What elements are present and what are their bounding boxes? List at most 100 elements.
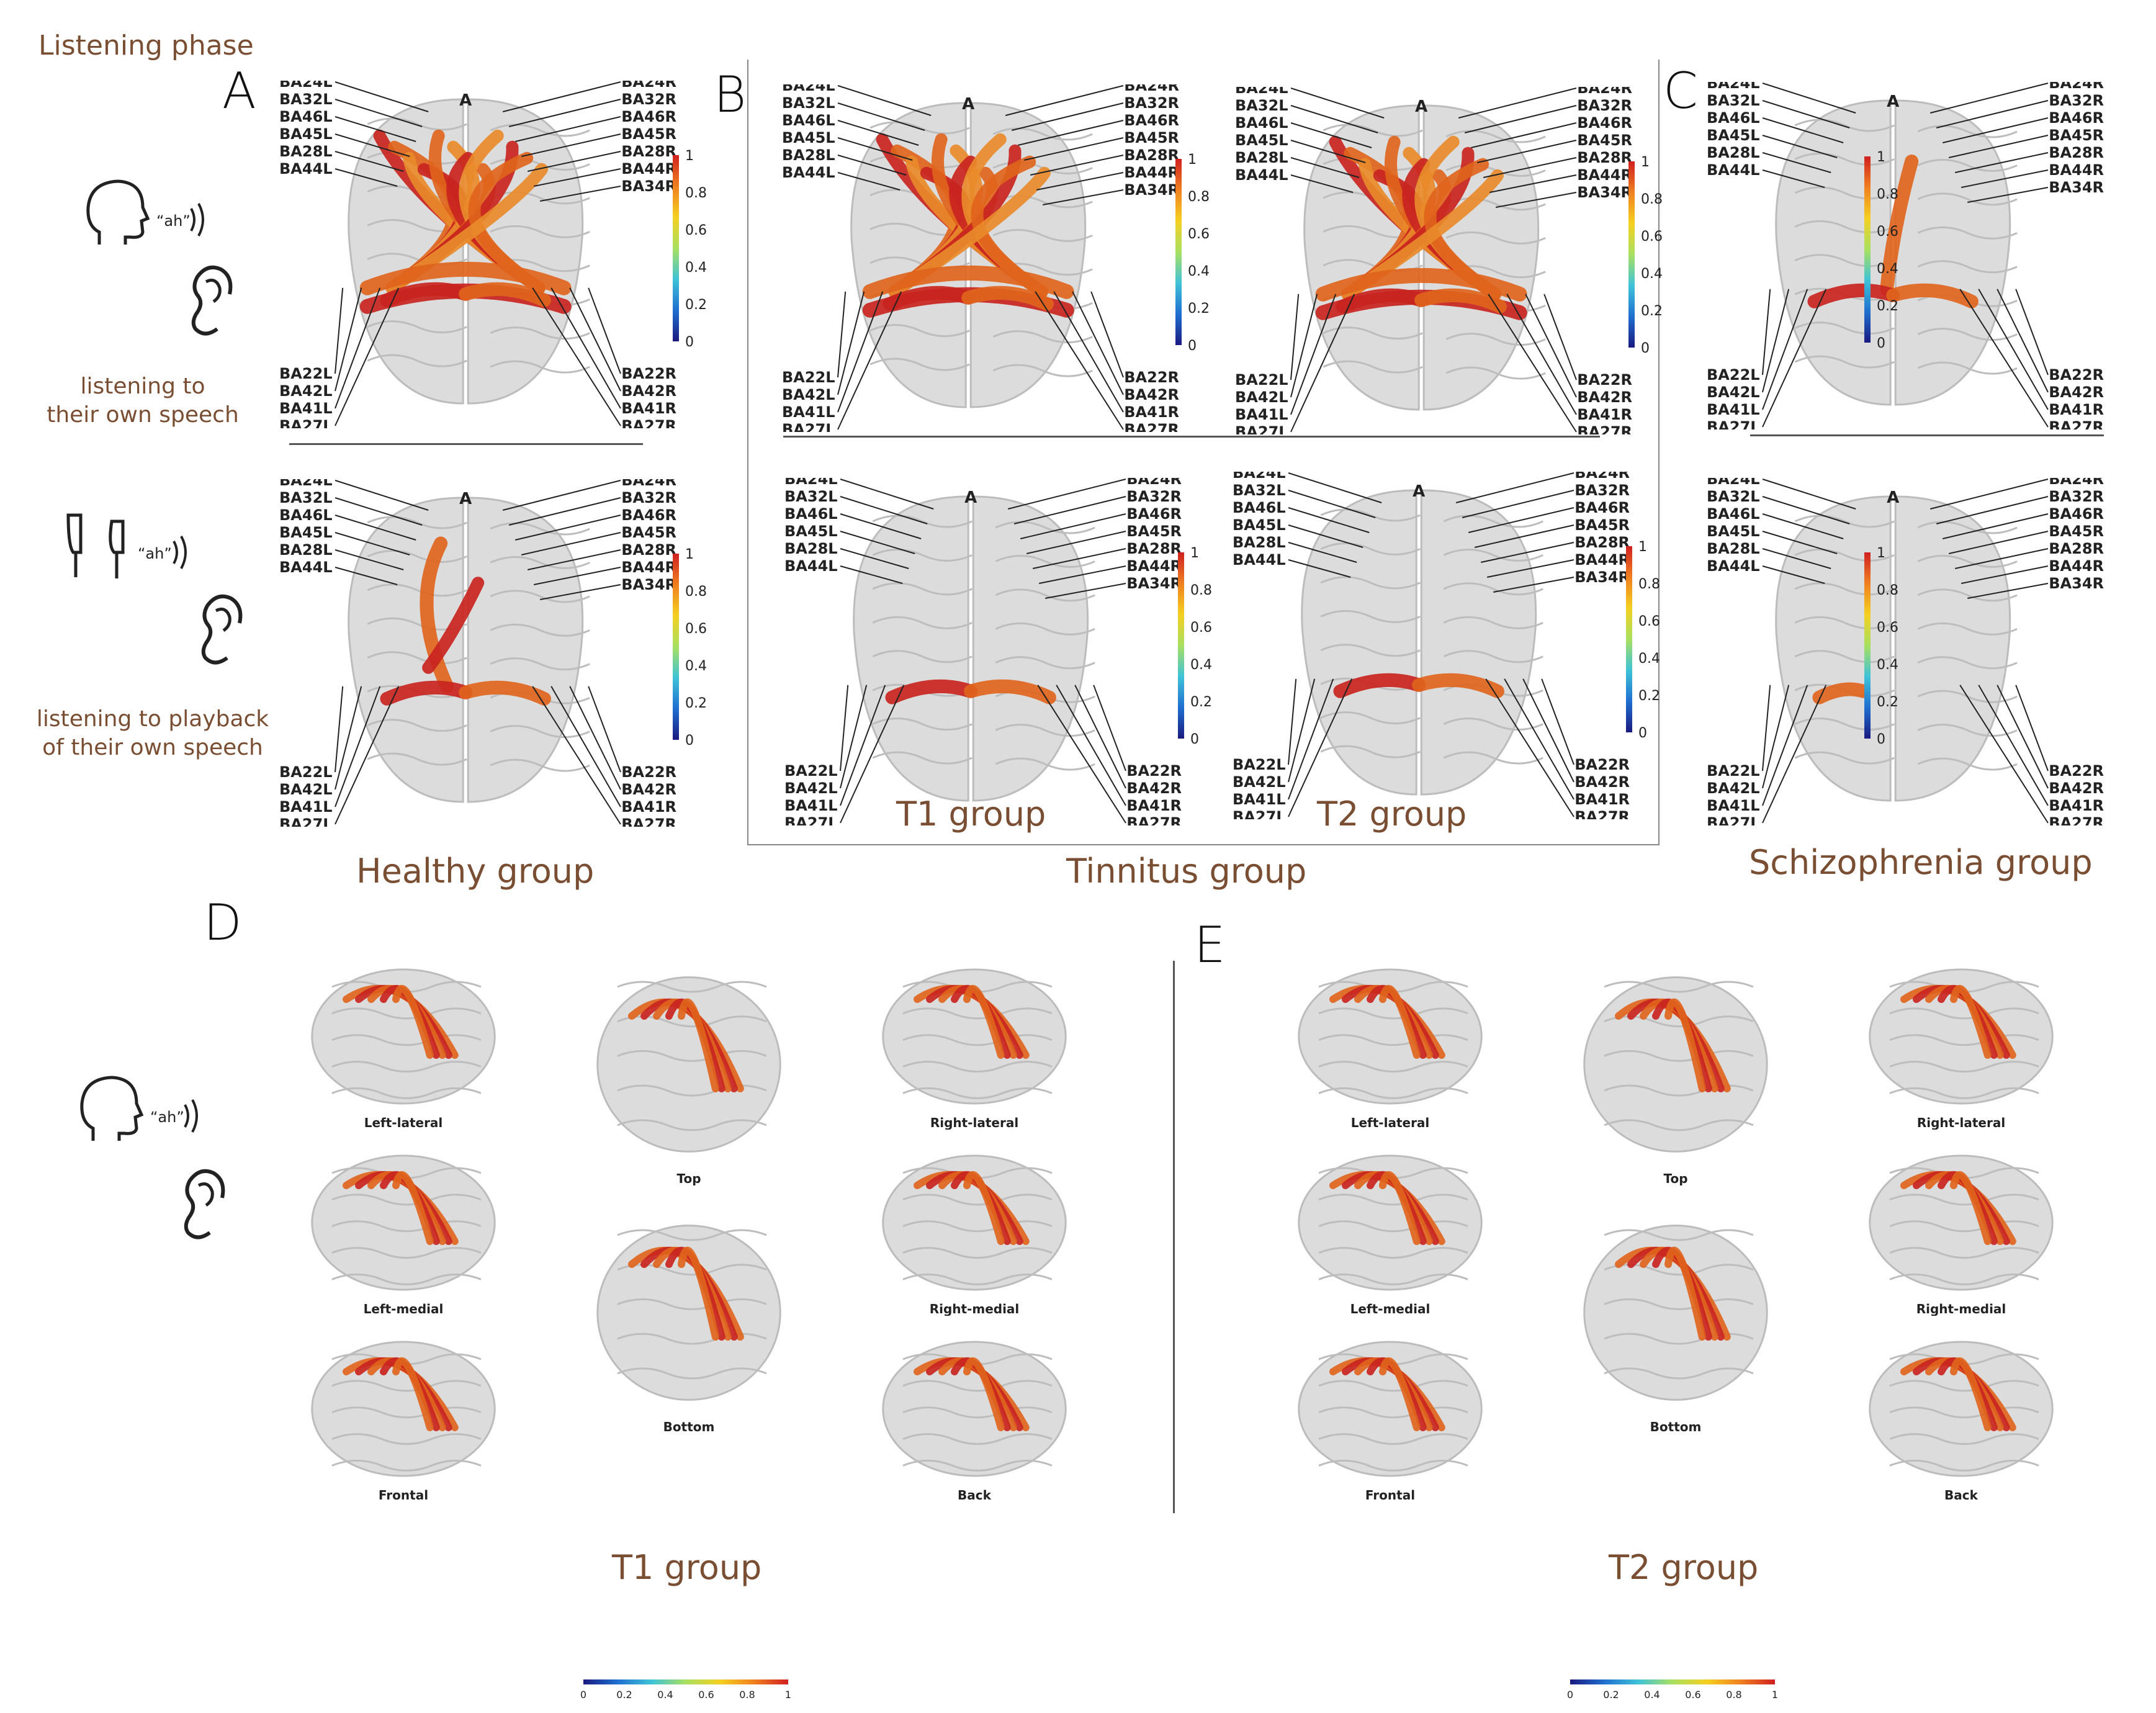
caption-playback: listening to playback of their own speec… — [35, 705, 271, 762]
region-label: BA46L — [784, 505, 838, 523]
colorbar-tick: 0.4 — [1190, 657, 1212, 673]
region-label: BA45R — [2049, 127, 2104, 144]
speaking-head-icon-d: “ah” — [80, 1076, 198, 1141]
region-label: BA28R — [2049, 144, 2104, 161]
region-label: BA32R — [1124, 94, 1179, 112]
region-label: BA41R — [2049, 401, 2104, 418]
region-label: BA22R — [1574, 756, 1630, 773]
region-label: BA22R — [621, 763, 676, 781]
region-label: BA46L — [782, 112, 835, 129]
region-label: BA27R — [1577, 423, 1632, 434]
connection-tube — [963, 1171, 1005, 1245]
colorbar-tick: 0.2 — [1190, 695, 1212, 710]
region-label: BA45R — [2049, 523, 2104, 540]
connection-tube — [1412, 673, 1504, 698]
region-label: BA45R — [1124, 129, 1179, 146]
caption-own-speech: listening to their own speech — [37, 372, 248, 429]
region-label: BA34R — [1574, 569, 1630, 586]
region-label: BA24L — [1235, 87, 1288, 97]
anterior-label: A — [459, 91, 472, 110]
region-label: BA46L — [1707, 109, 1760, 127]
ear-icon — [191, 266, 233, 336]
region-label: BA24R — [1124, 84, 1179, 94]
anterior-label: A — [1413, 482, 1425, 501]
colorbar-tick: 0 — [685, 733, 694, 749]
connection-tube — [1950, 1171, 1992, 1245]
region-label: BA24L — [1707, 478, 1760, 488]
brain-view: Right-lateral — [882, 968, 1067, 1130]
view-name: Frontal — [379, 1488, 428, 1502]
colorbar-tick: 0.6 — [1641, 229, 1663, 245]
region-label: BA24L — [279, 81, 333, 91]
view-name: Back — [958, 1488, 992, 1502]
colorbar-gradient — [1626, 546, 1632, 732]
region-label: BA32R — [1574, 482, 1630, 499]
region-label: BA42R — [1124, 386, 1179, 403]
connection-tube — [392, 1357, 434, 1431]
colorbar-tick: 1 — [1772, 1689, 1778, 1701]
region-label: BA44L — [1235, 166, 1288, 184]
region-label: BA42L — [279, 781, 333, 798]
colorbar-horizontal: 0 0.2 0.4 0.6 0.8 1 — [580, 1679, 791, 1701]
region-label: BA46L — [279, 108, 333, 125]
region-label: BA42R — [1574, 773, 1630, 791]
brain-view: Frontal — [1298, 1341, 1483, 1502]
connection-tube — [678, 1246, 719, 1341]
connection-tube — [392, 984, 434, 1059]
region-label: BA22R — [1126, 762, 1182, 780]
region-label: BA45L — [784, 523, 838, 540]
region-label: BA34R — [2049, 179, 2104, 196]
colorbar-tick: 1 — [785, 1689, 791, 1701]
colorbar-tick: 0.8 — [1188, 189, 1210, 205]
region-label: BA45L — [782, 129, 835, 146]
region-label: BA32L — [1233, 482, 1286, 499]
region-label: BA42L — [782, 386, 835, 403]
region-label: BA41R — [1124, 403, 1179, 421]
region-label: BA34R — [1126, 575, 1182, 592]
region-label: BA32L — [782, 94, 835, 112]
colorbar-tick: 0.4 — [1644, 1689, 1660, 1701]
region-label: BA24R — [2049, 478, 2104, 488]
connection-tube — [459, 282, 551, 307]
colorbar-tick: 0 — [1638, 726, 1647, 741]
earphones-icon: “ah” — [66, 513, 187, 578]
caption-playback-line2: of their own speech — [42, 735, 263, 760]
region-label: BA28R — [1126, 540, 1182, 557]
colorbar-tick: 0.8 — [1641, 192, 1663, 207]
connection-tube — [380, 680, 473, 706]
view-name: Left-medial — [1350, 1302, 1431, 1316]
region-label: BA45L — [1233, 516, 1286, 534]
region-label: BA44L — [1233, 551, 1286, 569]
region-label: BA32L — [1235, 97, 1288, 114]
brain-view: Frontal — [311, 1341, 496, 1502]
region-label: BA44L — [784, 557, 838, 575]
colorbar-tick: 0.6 — [1685, 1689, 1700, 1701]
region-label: BA44L — [1707, 557, 1760, 575]
region-label: BA28R — [1124, 146, 1179, 164]
colorbar: 1 0.8 0.6 0.4 0.2 0 — [1628, 155, 1663, 356]
colorbar-tick: 0 — [580, 1689, 586, 1701]
region-label: BA27L — [1235, 423, 1288, 434]
caption-playback-line1: listening to playback — [36, 706, 269, 732]
connection-tube — [678, 998, 719, 1092]
brain-outline — [1775, 99, 2018, 406]
brain-outline — [1301, 489, 1543, 796]
brain-outline — [1303, 104, 1546, 411]
region-label: BA27L — [784, 814, 838, 825]
region-label: BA44R — [2049, 161, 2104, 179]
anterior-label: A — [962, 95, 974, 114]
region-label: BA46R — [1124, 112, 1179, 129]
colorbar-tick: 0.2 — [1638, 688, 1660, 704]
connection-tube — [1880, 155, 1919, 296]
region-label: BA28L — [279, 541, 333, 559]
region-label: BA27L — [279, 816, 333, 827]
colorbar-gradient — [1864, 552, 1871, 739]
region-label: BA42R — [621, 781, 676, 798]
connection-tube — [1886, 283, 1979, 308]
region-label: BA44R — [1124, 164, 1179, 181]
brain-outline — [1775, 495, 2018, 802]
colorbar-tick: 0.4 — [1638, 651, 1660, 667]
region-label: BA24R — [2049, 82, 2104, 92]
